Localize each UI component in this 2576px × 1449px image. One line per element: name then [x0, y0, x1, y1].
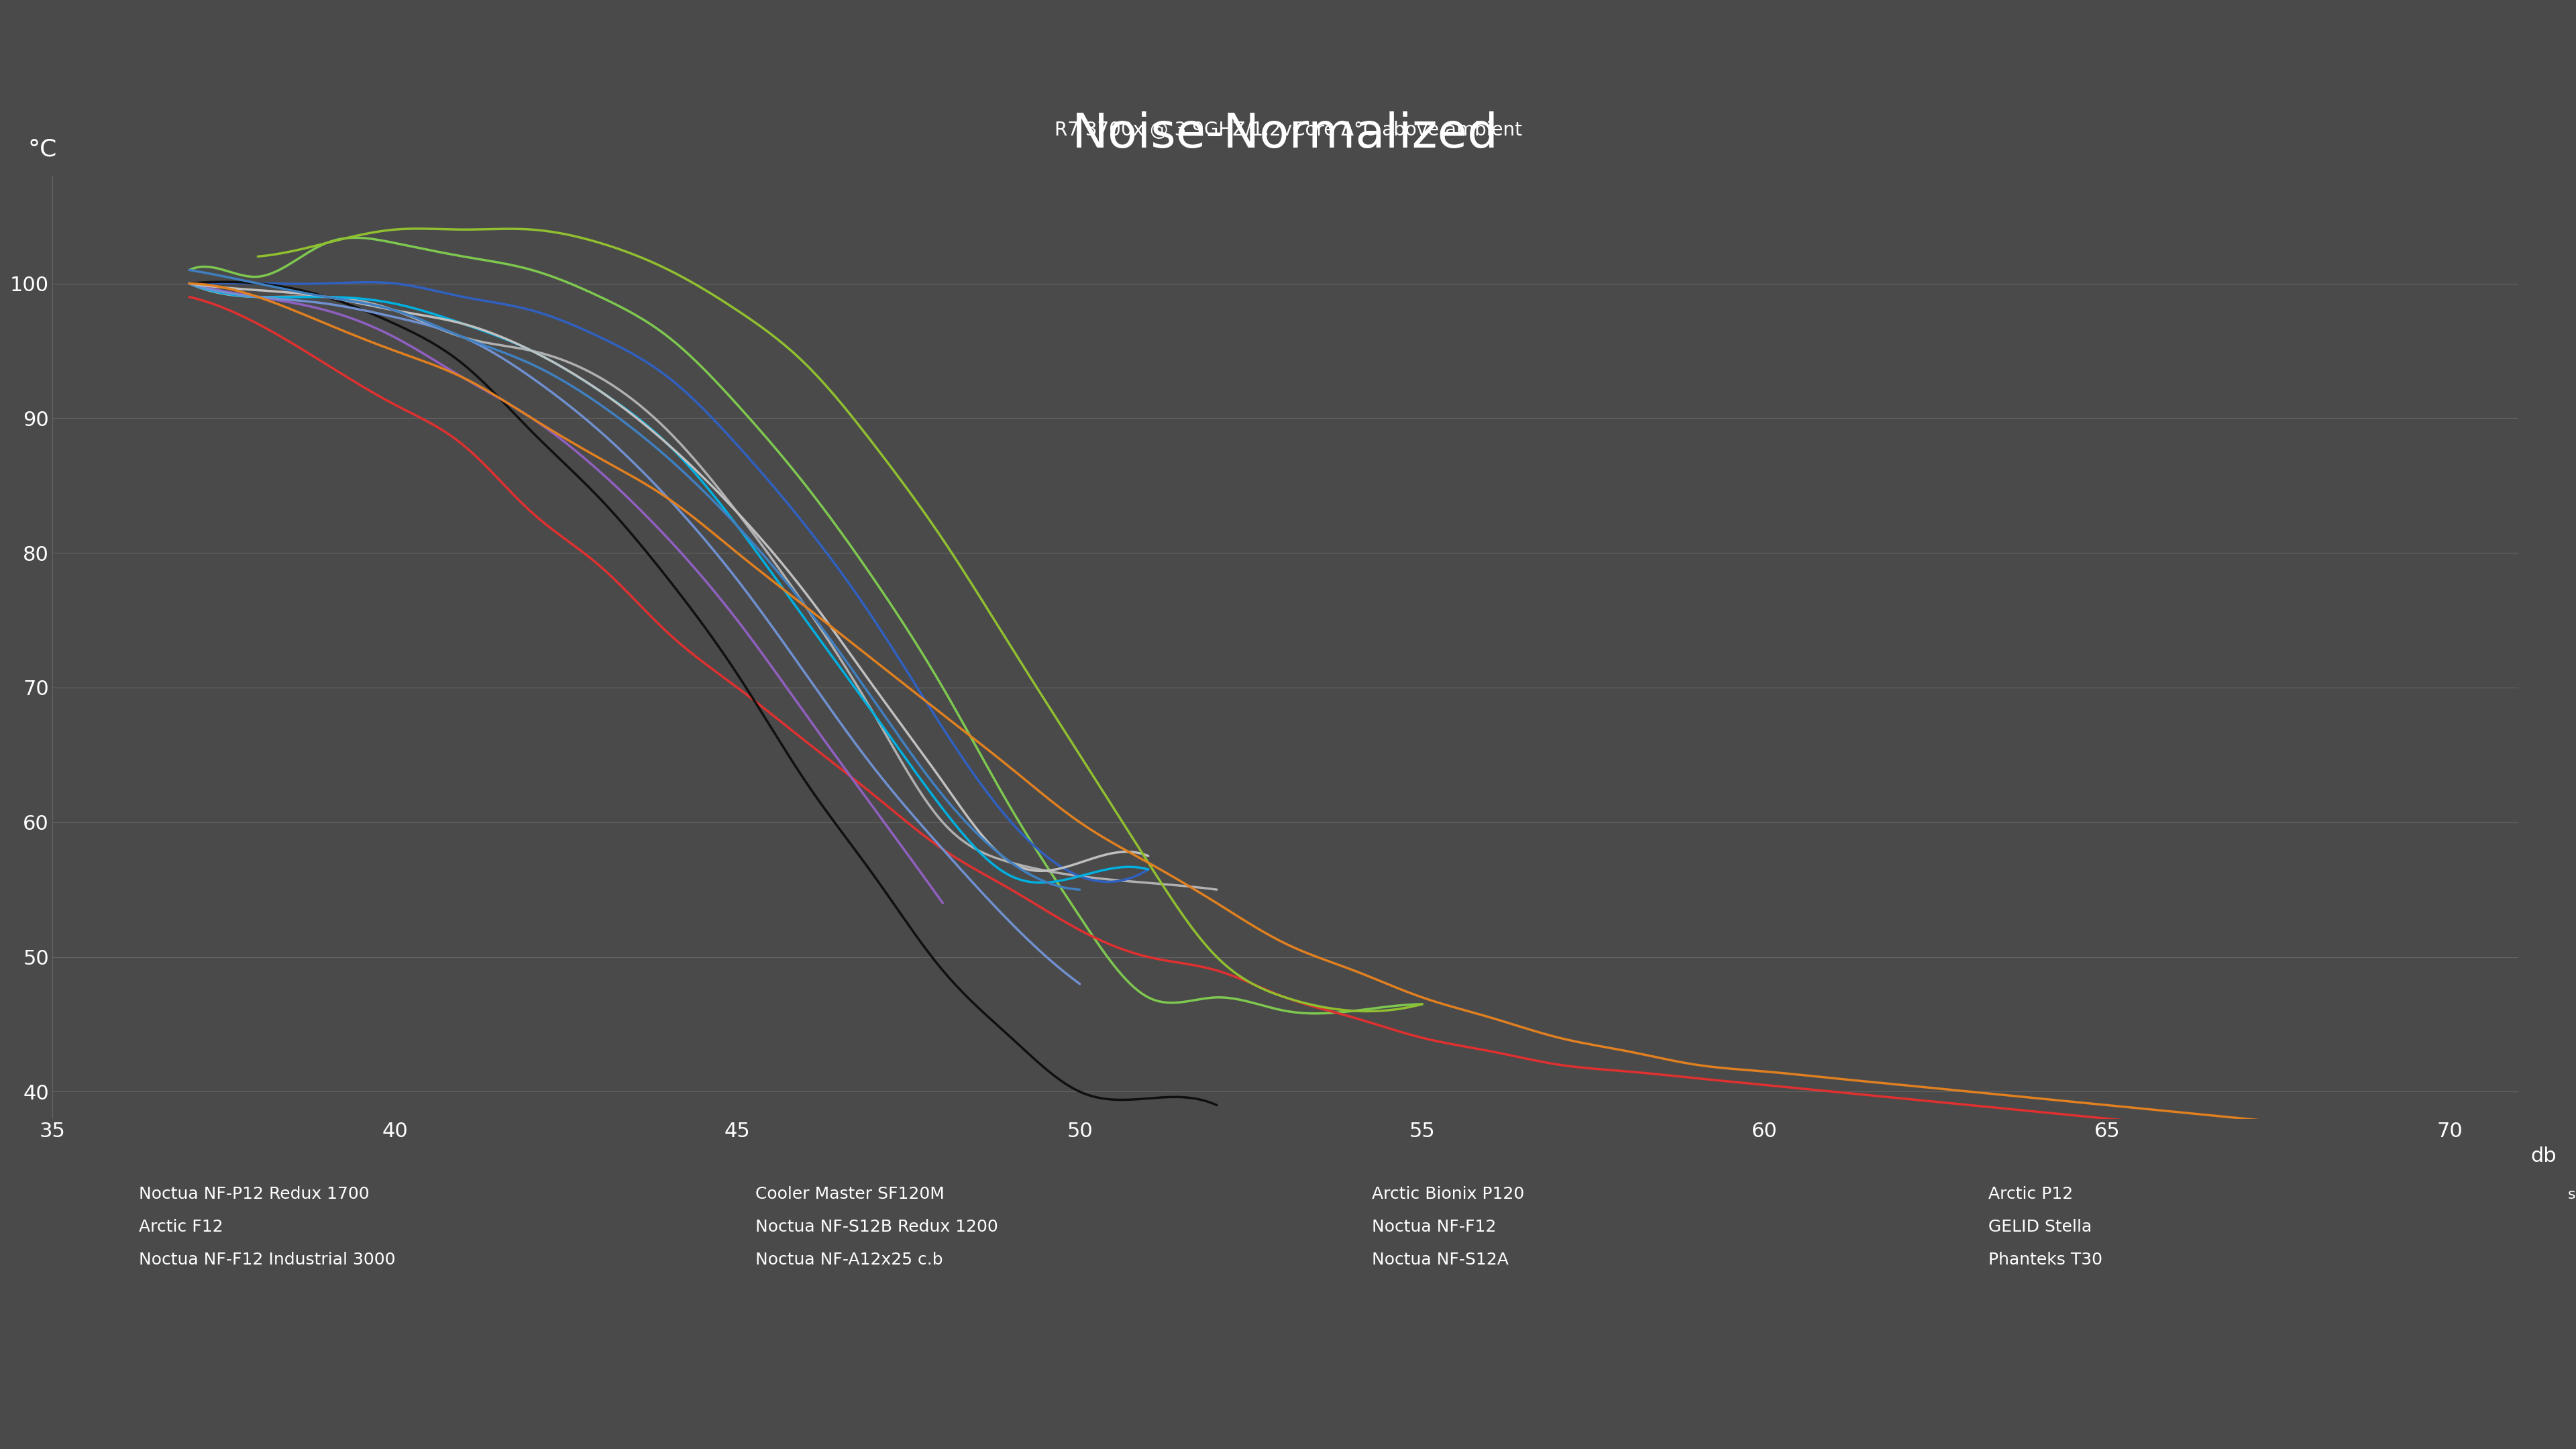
- Text: Noctua NF-F12: Noctua NF-F12: [1370, 1219, 1497, 1235]
- Text: Noctua NF-P12 Redux 1700: Noctua NF-P12 Redux 1700: [139, 1187, 368, 1203]
- Title: Noise-Normalized: Noise-Normalized: [1072, 112, 1499, 158]
- Text: Noctua NF-F12 Industrial 3000: Noctua NF-F12 Industrial 3000: [139, 1252, 394, 1268]
- Text: Noctua NF-S12A: Noctua NF-S12A: [1370, 1252, 1510, 1268]
- Text: Noctua NF-A12x25 c.b: Noctua NF-A12x25 c.b: [755, 1252, 943, 1268]
- Text: Cooler Master SF120M: Cooler Master SF120M: [755, 1187, 945, 1203]
- Text: °C: °C: [28, 138, 57, 161]
- Text: GELID Stella: GELID Stella: [1989, 1219, 2092, 1235]
- Text: Arctic Bionix P120: Arctic Bionix P120: [1370, 1187, 1525, 1203]
- Text: Arctic F12: Arctic F12: [139, 1219, 224, 1235]
- Text: Noctua NF-S12B Redux 1200: Noctua NF-S12B Redux 1200: [755, 1219, 997, 1235]
- Text: db: db: [2530, 1146, 2555, 1166]
- Text: Phanteks T30: Phanteks T30: [1989, 1252, 2102, 1268]
- Text: Arctic P12: Arctic P12: [1989, 1187, 2074, 1203]
- Text: R7 3700x @ 3.9GHZ/1.2vCore Δ°C above ambient: R7 3700x @ 3.9GHZ/1.2vCore Δ°C above amb…: [1054, 122, 1522, 139]
- Text: s: s: [2568, 1188, 2576, 1201]
